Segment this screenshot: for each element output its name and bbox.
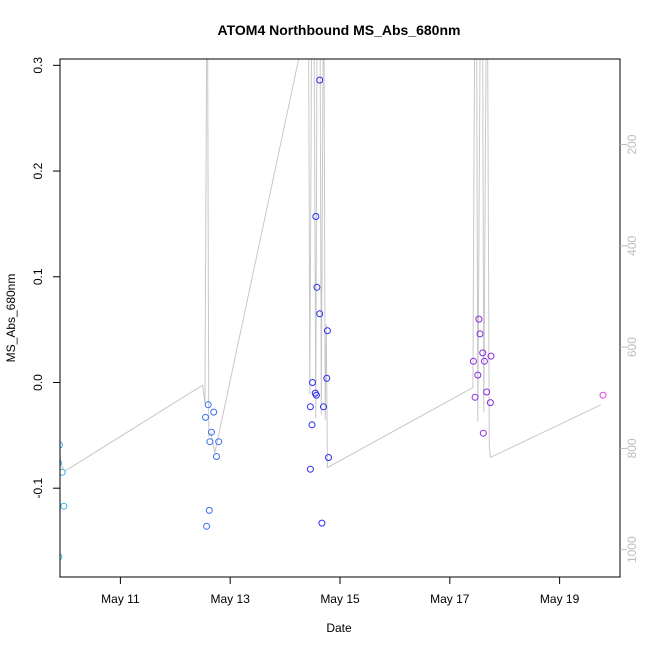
data-point <box>204 401 212 409</box>
data-point <box>471 393 479 401</box>
data-point <box>318 519 326 527</box>
x-tick-label: May 13 <box>211 592 251 606</box>
data-point <box>312 391 320 399</box>
y-tick-label: -0.1 <box>31 478 45 499</box>
data-point <box>60 502 68 510</box>
data-point <box>479 349 487 357</box>
data-point <box>487 352 495 360</box>
plot-frame <box>59 58 621 578</box>
y2-tick-label: 600 <box>625 337 639 357</box>
data-point <box>309 379 316 386</box>
data-point <box>316 310 324 318</box>
y2-tick-label: 800 <box>625 438 639 458</box>
data-point <box>480 357 488 365</box>
data-point <box>306 465 314 473</box>
data-point <box>60 441 63 449</box>
depth-line <box>60 59 602 472</box>
data-point <box>210 408 218 416</box>
y2-tick-label: 200 <box>625 134 639 154</box>
data-point <box>60 468 66 476</box>
x-tick-label: May 19 <box>540 592 580 606</box>
data-point <box>323 374 331 382</box>
data-point <box>486 399 494 407</box>
data-point <box>213 453 220 460</box>
data-point <box>308 421 316 429</box>
data-point <box>320 403 327 411</box>
data-point <box>313 283 321 291</box>
data-point <box>203 522 211 530</box>
data-point <box>599 391 607 399</box>
data-point <box>325 454 332 461</box>
data-point <box>475 315 483 323</box>
data-point <box>215 438 223 446</box>
data-point <box>316 76 324 84</box>
data-point <box>483 388 491 396</box>
y-tick-label: 0.0 <box>31 374 45 391</box>
chart-title: ATOM4 Northbound MS_Abs_680nm <box>218 22 461 38</box>
data-point <box>479 429 487 437</box>
y-tick-label: 0.3 <box>31 57 45 74</box>
x-axis-label: Date <box>326 621 352 635</box>
data-point <box>60 459 62 466</box>
data-point <box>476 330 484 338</box>
data-point <box>469 357 477 365</box>
data-point <box>205 506 213 514</box>
x-tick-label: May 11 <box>101 592 140 606</box>
y2-tick-label: 1000 <box>625 536 639 563</box>
y-axis-label: MS_Abs_680nm <box>4 274 18 363</box>
data-point <box>474 371 482 379</box>
data-point <box>202 413 209 421</box>
x-tick-label: May 15 <box>320 592 360 606</box>
y-tick-label: 0.1 <box>31 268 45 285</box>
y-tick-label: 0.2 <box>31 162 45 179</box>
data-point <box>206 438 214 446</box>
data-point <box>312 213 320 220</box>
x-tick-label: May 17 <box>430 592 470 606</box>
y2-tick-label: 400 <box>625 235 639 255</box>
data-point <box>306 403 314 411</box>
data-point <box>208 428 215 436</box>
data-point <box>60 553 63 561</box>
data-point <box>323 327 331 335</box>
